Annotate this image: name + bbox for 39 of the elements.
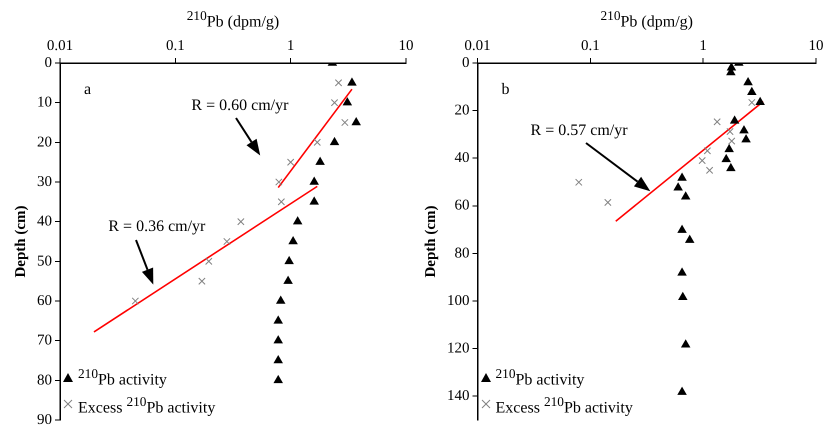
x-tick-label: 10	[398, 38, 414, 54]
x-tick-label: 1	[286, 38, 294, 54]
legend-label: $^{210}$Pb activity	[78, 365, 167, 391]
y-tick-label: 100	[447, 292, 470, 309]
y-tick-label: 140	[447, 388, 470, 404]
y-tick-label: 60	[454, 198, 470, 214]
y-tick-label: 50	[37, 253, 52, 270]
x-tick-label: 0.1	[166, 38, 185, 54]
x-tick-label: 10	[808, 38, 824, 54]
y-tick-label: 80	[37, 372, 52, 388]
x-axis-title: $^{210}$Pb (dpm/g)	[186, 8, 280, 32]
y-tick-label: 120	[447, 340, 470, 357]
y-tick-label: 40	[37, 214, 52, 230]
legend-label: Excess $^{210}$Pb activity	[78, 392, 216, 418]
y-tick-label: 90	[37, 412, 52, 428]
x-tick-label: 0.1	[580, 38, 600, 54]
annotation: R = 0.36 cm/yr	[108, 217, 206, 238]
x-tick-label: 0.01	[46, 38, 74, 54]
y-axis-title: Depth (cm)	[422, 205, 439, 278]
x-tick-label: 0.01	[464, 38, 491, 54]
y-tick-label: 20	[454, 102, 470, 119]
y-tick-label: 20	[37, 134, 52, 150]
x-tick-label: 1	[699, 38, 707, 54]
y-tick-label: 0	[462, 54, 470, 71]
y-axis-title: Depth (cm)	[12, 205, 29, 278]
y-tick-label: 40	[454, 150, 470, 166]
annotation: R = 0.57 cm/yr	[530, 120, 628, 141]
y-tick-label: 70	[37, 332, 52, 349]
text: a	[84, 81, 92, 99]
legend-label: $^{210}$Pb activity	[496, 365, 584, 391]
y-tick-label: 0	[44, 54, 52, 71]
legend-label: Excess $^{210}$Pb activity	[496, 392, 633, 418]
y-tick-label: 60	[37, 292, 52, 309]
y-tick-label: 80	[454, 245, 470, 262]
y-tick-label: 10	[37, 94, 52, 111]
annotation: R = 0.60 cm/yr	[191, 96, 288, 116]
text: b	[502, 81, 510, 99]
y-tick-label: 30	[37, 174, 52, 190]
x-axis-title: $^{210}$Pb (dpm/g)	[600, 8, 694, 32]
